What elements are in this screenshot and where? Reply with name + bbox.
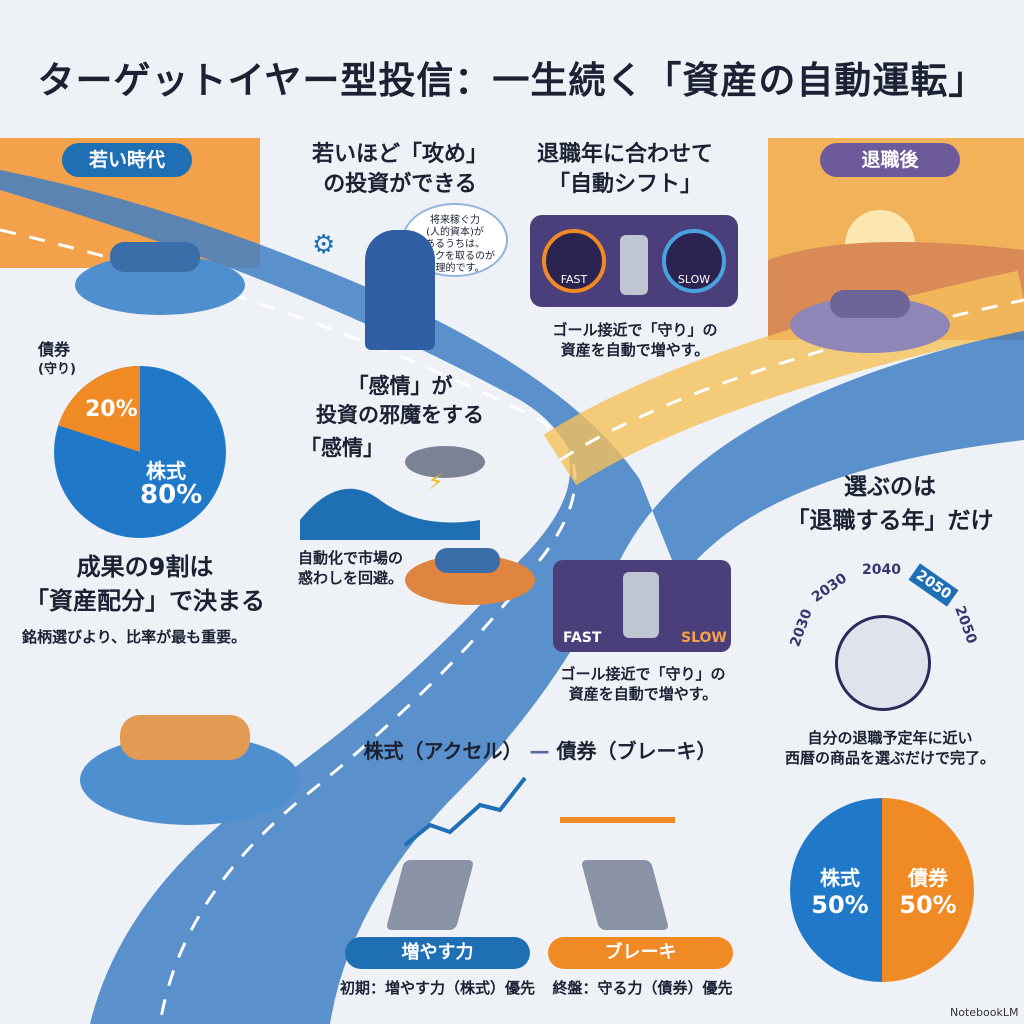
pie-slice-bond [882,798,974,982]
storm-cloud-icon [405,446,485,478]
bubble-line: (人的資本)が [426,227,484,238]
car-icon [405,548,535,605]
attack-heading-2: の投資ができる [323,172,477,197]
car-icon [790,290,950,353]
fast-gauge-icon: FAST [542,229,606,293]
bond-label-text: 債券 [38,340,71,359]
gear-icon: ⚙ [312,230,336,260]
fast-label: FAST [560,273,588,286]
car-icon [75,242,245,315]
dial-knob[interactable] [835,615,931,711]
stock-pct: 50% [811,891,869,919]
shift-heading: 退職年に合わせて [536,142,713,167]
dash-separator: — [529,739,550,763]
bubble-line: あるうちは、 [425,239,485,250]
stock-label: 株式 [820,866,860,890]
wave-icon [300,488,480,540]
allocation-heading: 成果の9割は [76,553,214,581]
choose-caption: 自分の退職予定年に近い [807,729,973,747]
retire-label: 退職後 [820,143,960,177]
bubble-line: 将来稼ぐ力 [430,215,480,226]
bond-label-sub: (守り) [38,362,76,377]
brake-label: ブレーキ [548,937,733,969]
youth-label: 若い時代 [62,143,192,177]
pie-chart-left [54,366,226,538]
slow-label: SLOW [681,630,727,646]
emotion-caption: 自動化で市場の [298,549,404,567]
flat-chart-icon [560,817,675,823]
brake-heading: 債券（ブレーキ） [556,739,717,763]
choose-heading-2: 「退職する年」だけ [786,508,994,534]
shift-caption: ゴール接近で「守り」の [552,321,718,339]
bond-pct: 20% [85,397,138,422]
growth-chart-icon [403,776,527,847]
bond-pct: 50% [899,891,957,919]
stock-pct: 80% [140,480,203,510]
stock-label: 株式 [146,459,186,483]
bubble-line: リスクを取るのが [415,251,495,262]
slow-label: SLOW [677,273,711,286]
shift2-caption: ゴール接近で「守り」の [560,665,726,683]
accel-label: 増やす力 [345,937,530,969]
pie-slice-bond [58,366,141,452]
page-title: ターゲットイヤー型投信：一生続く「資産の自動運転」 [37,59,987,102]
attack-heading: 若いほど「攻め」 [311,142,488,167]
gear-shifter-icon [623,572,659,638]
choose-caption-2: 西暦の商品を選ぶだけで完了。 [784,749,995,767]
shifter-panel: FAST SLOW [553,560,731,652]
watermark: NotebookLM [950,1006,1019,1019]
dial-year[interactable]: 2030 [787,606,816,650]
fast-label: FAST [563,630,602,646]
emotion-heading: 「感情」が [347,374,453,398]
accel-caption: 初期：増やす力（株式）優先 [339,979,535,997]
pie-chart-right [790,798,974,982]
bubble-line: 合理的です。 [425,263,485,274]
year-dial[interactable]: 2030 2030 2040 2050 2050 [780,555,980,711]
dial-year[interactable]: 2050 [951,603,980,647]
dial-year[interactable]: 2040 [862,562,901,578]
car-icon [80,715,300,825]
shift-caption-2: 資産を自動で増やす。 [560,341,710,359]
gear-shifter-icon [620,235,648,295]
emotion-heading-3: 「感情」 [300,436,384,460]
gauge-panel: FAST SLOW [530,215,738,307]
slow-gauge-icon: SLOW [662,229,726,293]
brake-caption: 終盤：守る力（債券）優先 [552,979,733,997]
emotion-heading-2: 投資の邪魔をする [316,403,484,427]
dial-year-selected[interactable]: 2050 [908,563,959,607]
bond-label: 債券 (守り) [38,340,76,380]
lightning-icon: ⚡ [428,470,444,495]
allocation-sub: 銘柄選びより、比率が最も重要。 [22,628,247,646]
shift2-caption-2: 資産を自動で増やす。 [568,685,718,703]
choose-heading: 選ぶのは [844,474,936,500]
pie-slice-stock [790,798,882,982]
accel-heading: 株式（アクセル） [363,739,523,763]
businessman-icon [365,230,435,350]
emotion-caption-2: 惑わしを回避。 [298,569,404,587]
allocation-heading-2: 「資産配分」で決まる [25,587,265,615]
shift-heading-2: 「自動シフト」 [547,172,702,197]
bond-label: 債券 [908,866,948,890]
dial-year[interactable]: 2030 [808,570,851,606]
